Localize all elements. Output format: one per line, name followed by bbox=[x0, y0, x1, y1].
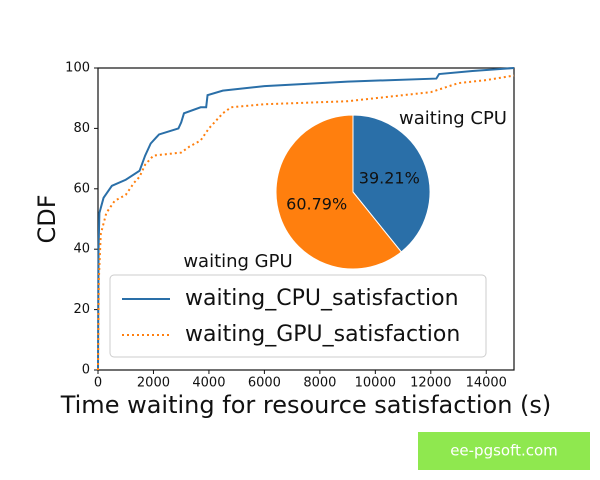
watermark: ee-pgsoft.com bbox=[450, 442, 558, 460]
y-axis-label: CDF bbox=[33, 194, 61, 243]
x-tick-label: 2000 bbox=[137, 376, 170, 391]
pie-value-label: 60.79% bbox=[286, 194, 347, 213]
pie-category-label: waiting CPU bbox=[399, 108, 507, 129]
x-tick-label: 12000 bbox=[410, 376, 451, 391]
legend-label: waiting_CPU_satisfaction bbox=[185, 286, 459, 311]
x-tick-label: 14000 bbox=[466, 376, 507, 391]
x-tick-label: 8000 bbox=[303, 376, 336, 391]
cdf-line bbox=[97, 67, 515, 371]
legend-label: waiting_GPU_satisfaction bbox=[185, 322, 460, 347]
y-tick-label: 20 bbox=[73, 302, 90, 317]
x-tick-label: 4000 bbox=[192, 376, 225, 391]
y-tick-label: 0 bbox=[82, 363, 90, 378]
watermark-bg bbox=[418, 432, 590, 470]
plot-frame bbox=[97, 67, 515, 371]
legend-box bbox=[109, 274, 487, 358]
y-tick-label: 100 bbox=[65, 61, 90, 76]
pie-category-label: waiting GPU bbox=[183, 251, 292, 272]
pie-slice bbox=[352, 114, 431, 253]
x-tick-label: 6000 bbox=[248, 376, 281, 391]
y-tick-label: 60 bbox=[73, 181, 90, 196]
pie-slice bbox=[275, 114, 402, 270]
x-tick-label: 10000 bbox=[355, 376, 396, 391]
cdf-line bbox=[97, 74, 515, 371]
pie-value-label: 39.21% bbox=[359, 169, 420, 188]
x-axis-label: Time waiting for resource satisfaction (… bbox=[60, 391, 552, 419]
x-tick-label: 0 bbox=[94, 376, 102, 391]
y-tick-label: 80 bbox=[73, 121, 90, 136]
y-tick-label: 40 bbox=[73, 242, 90, 257]
